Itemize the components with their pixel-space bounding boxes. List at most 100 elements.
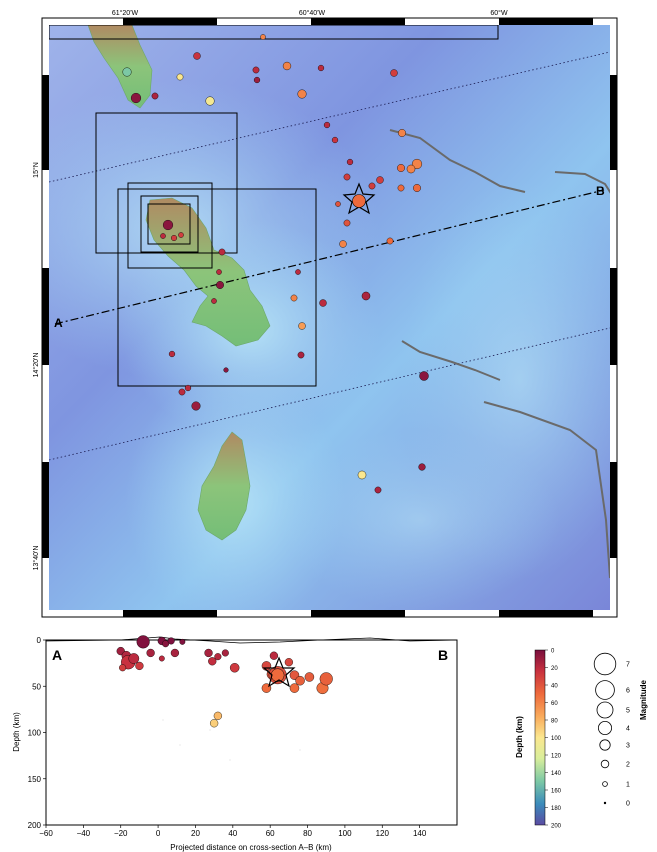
- cbar-tick-label: 140: [551, 771, 562, 777]
- cbar-tick-label: 0: [551, 649, 555, 655]
- mainshock-marker: [352, 194, 366, 208]
- map-event: [216, 281, 224, 289]
- map-event: [178, 388, 186, 396]
- map-event: [319, 299, 327, 307]
- map-event: [361, 291, 371, 301]
- map-event: [343, 173, 351, 181]
- map-event: [216, 269, 222, 275]
- magnitude-legend-value: 7: [626, 662, 630, 669]
- map-event: [218, 248, 226, 256]
- section-event: [295, 675, 305, 686]
- map-frame-ticks: [42, 18, 617, 617]
- section-mainshock: [270, 668, 285, 682]
- x-tick-label: −40: [77, 829, 91, 838]
- map-event: [290, 294, 298, 302]
- depth-colorbar-ramp: [534, 649, 546, 826]
- map-event: [317, 64, 325, 72]
- magnitude-legend-label: Magnitude: [639, 679, 648, 720]
- x-tick-label: 20: [191, 829, 200, 838]
- map-event: [339, 240, 347, 248]
- section-event: [162, 640, 170, 648]
- map-event: [178, 232, 184, 238]
- map-event: [282, 61, 292, 71]
- magnitude-legend: 7 6 5 4 3 2 1 0 Magnitude: [593, 652, 648, 808]
- section-event: [135, 661, 144, 671]
- section-noise-dot: [162, 719, 164, 721]
- study-boxes: [49, 25, 499, 387]
- map-event: [357, 470, 367, 480]
- map-event: [386, 237, 394, 245]
- cbar-tick-label: 120: [551, 754, 562, 760]
- section-event: [213, 711, 223, 720]
- map-event: [418, 463, 426, 471]
- lat-label-1: 15°N: [32, 162, 40, 178]
- map-event: [346, 158, 354, 166]
- x-tick-label: 60: [266, 829, 275, 838]
- magnitude-legend-symbol: [602, 781, 608, 787]
- magnitude-legend-value: 6: [626, 688, 630, 695]
- section-label-a: A: [52, 647, 62, 663]
- map-event: [193, 52, 201, 60]
- section-noise-dot: [179, 744, 181, 746]
- cross-section-xlabel: Projected distance on cross-section A–B …: [170, 843, 332, 852]
- section-event: [204, 648, 213, 658]
- map-event: [343, 219, 351, 227]
- island-martinique: [145, 197, 271, 347]
- section-event: [179, 638, 186, 645]
- magnitude-legend-value: 5: [626, 708, 630, 715]
- map-event: [184, 384, 192, 392]
- map-event: [298, 322, 306, 330]
- x-tick-label: 100: [338, 829, 352, 838]
- map-event: [297, 89, 307, 99]
- depth-colorbar: 0 20 40 60 80 100 120 140 160 180 200 Depth (km): [515, 649, 562, 830]
- map-event: [176, 73, 184, 81]
- map-event: [398, 129, 406, 137]
- y-tick-label: 0: [37, 636, 42, 645]
- magnitude-legend-symbol: [603, 801, 607, 805]
- cbar-tick-label: 180: [551, 806, 562, 812]
- map-event: [406, 164, 416, 174]
- map-panel: A B 61°20'W 60°40'W 60°W 15°N 14°20'N 13…: [32, 9, 618, 618]
- map-event: [260, 34, 266, 40]
- map-event: [397, 164, 405, 172]
- cbar-tick-label: 100: [551, 736, 562, 742]
- map-label-a: A: [54, 316, 63, 330]
- map-event: [411, 158, 423, 170]
- map-event: [295, 269, 301, 275]
- dotted-line-south: [49, 327, 610, 461]
- map-events: [122, 34, 429, 494]
- map-event: [390, 69, 398, 77]
- section-event: [229, 663, 240, 673]
- lon-label-2: 60°40'W: [299, 9, 326, 17]
- magnitude-legend-symbol: [596, 701, 614, 719]
- y-tick-label: 50: [32, 682, 41, 691]
- cbar-tick-label: 20: [551, 666, 558, 672]
- section-event: [304, 672, 315, 682]
- cbar-tick-label: 40: [551, 684, 558, 690]
- map-event: [368, 182, 376, 190]
- map-event: [397, 184, 405, 192]
- x-tick-label: 120: [376, 829, 390, 838]
- map-event: [170, 234, 178, 242]
- map-event: [130, 92, 142, 104]
- map-event: [253, 76, 261, 84]
- map-event: [335, 201, 341, 207]
- x-tick-label: 0: [156, 829, 161, 838]
- map-event: [374, 486, 382, 494]
- section-event: [221, 649, 229, 657]
- x-tick-label: 40: [228, 829, 237, 838]
- map-event: [168, 350, 176, 358]
- cbar-tick-label: 80: [551, 719, 558, 725]
- faults: [389, 129, 610, 579]
- cross-section-events: [116, 635, 333, 761]
- lon-label-1: 61°20'W: [112, 9, 139, 17]
- section-event: [284, 658, 294, 667]
- section-mainshock-star: [262, 656, 296, 688]
- cross-section-panel: A B −60 −40 −20 0 20 40 60 80 100 120 140 0 50 100 150…: [12, 635, 458, 852]
- section-event: [289, 683, 300, 693]
- section-noise-dot: [229, 759, 231, 761]
- section-event: [128, 653, 140, 664]
- cbar-tick-label: 160: [551, 789, 562, 795]
- magnitude-legend-symbol: [593, 652, 617, 676]
